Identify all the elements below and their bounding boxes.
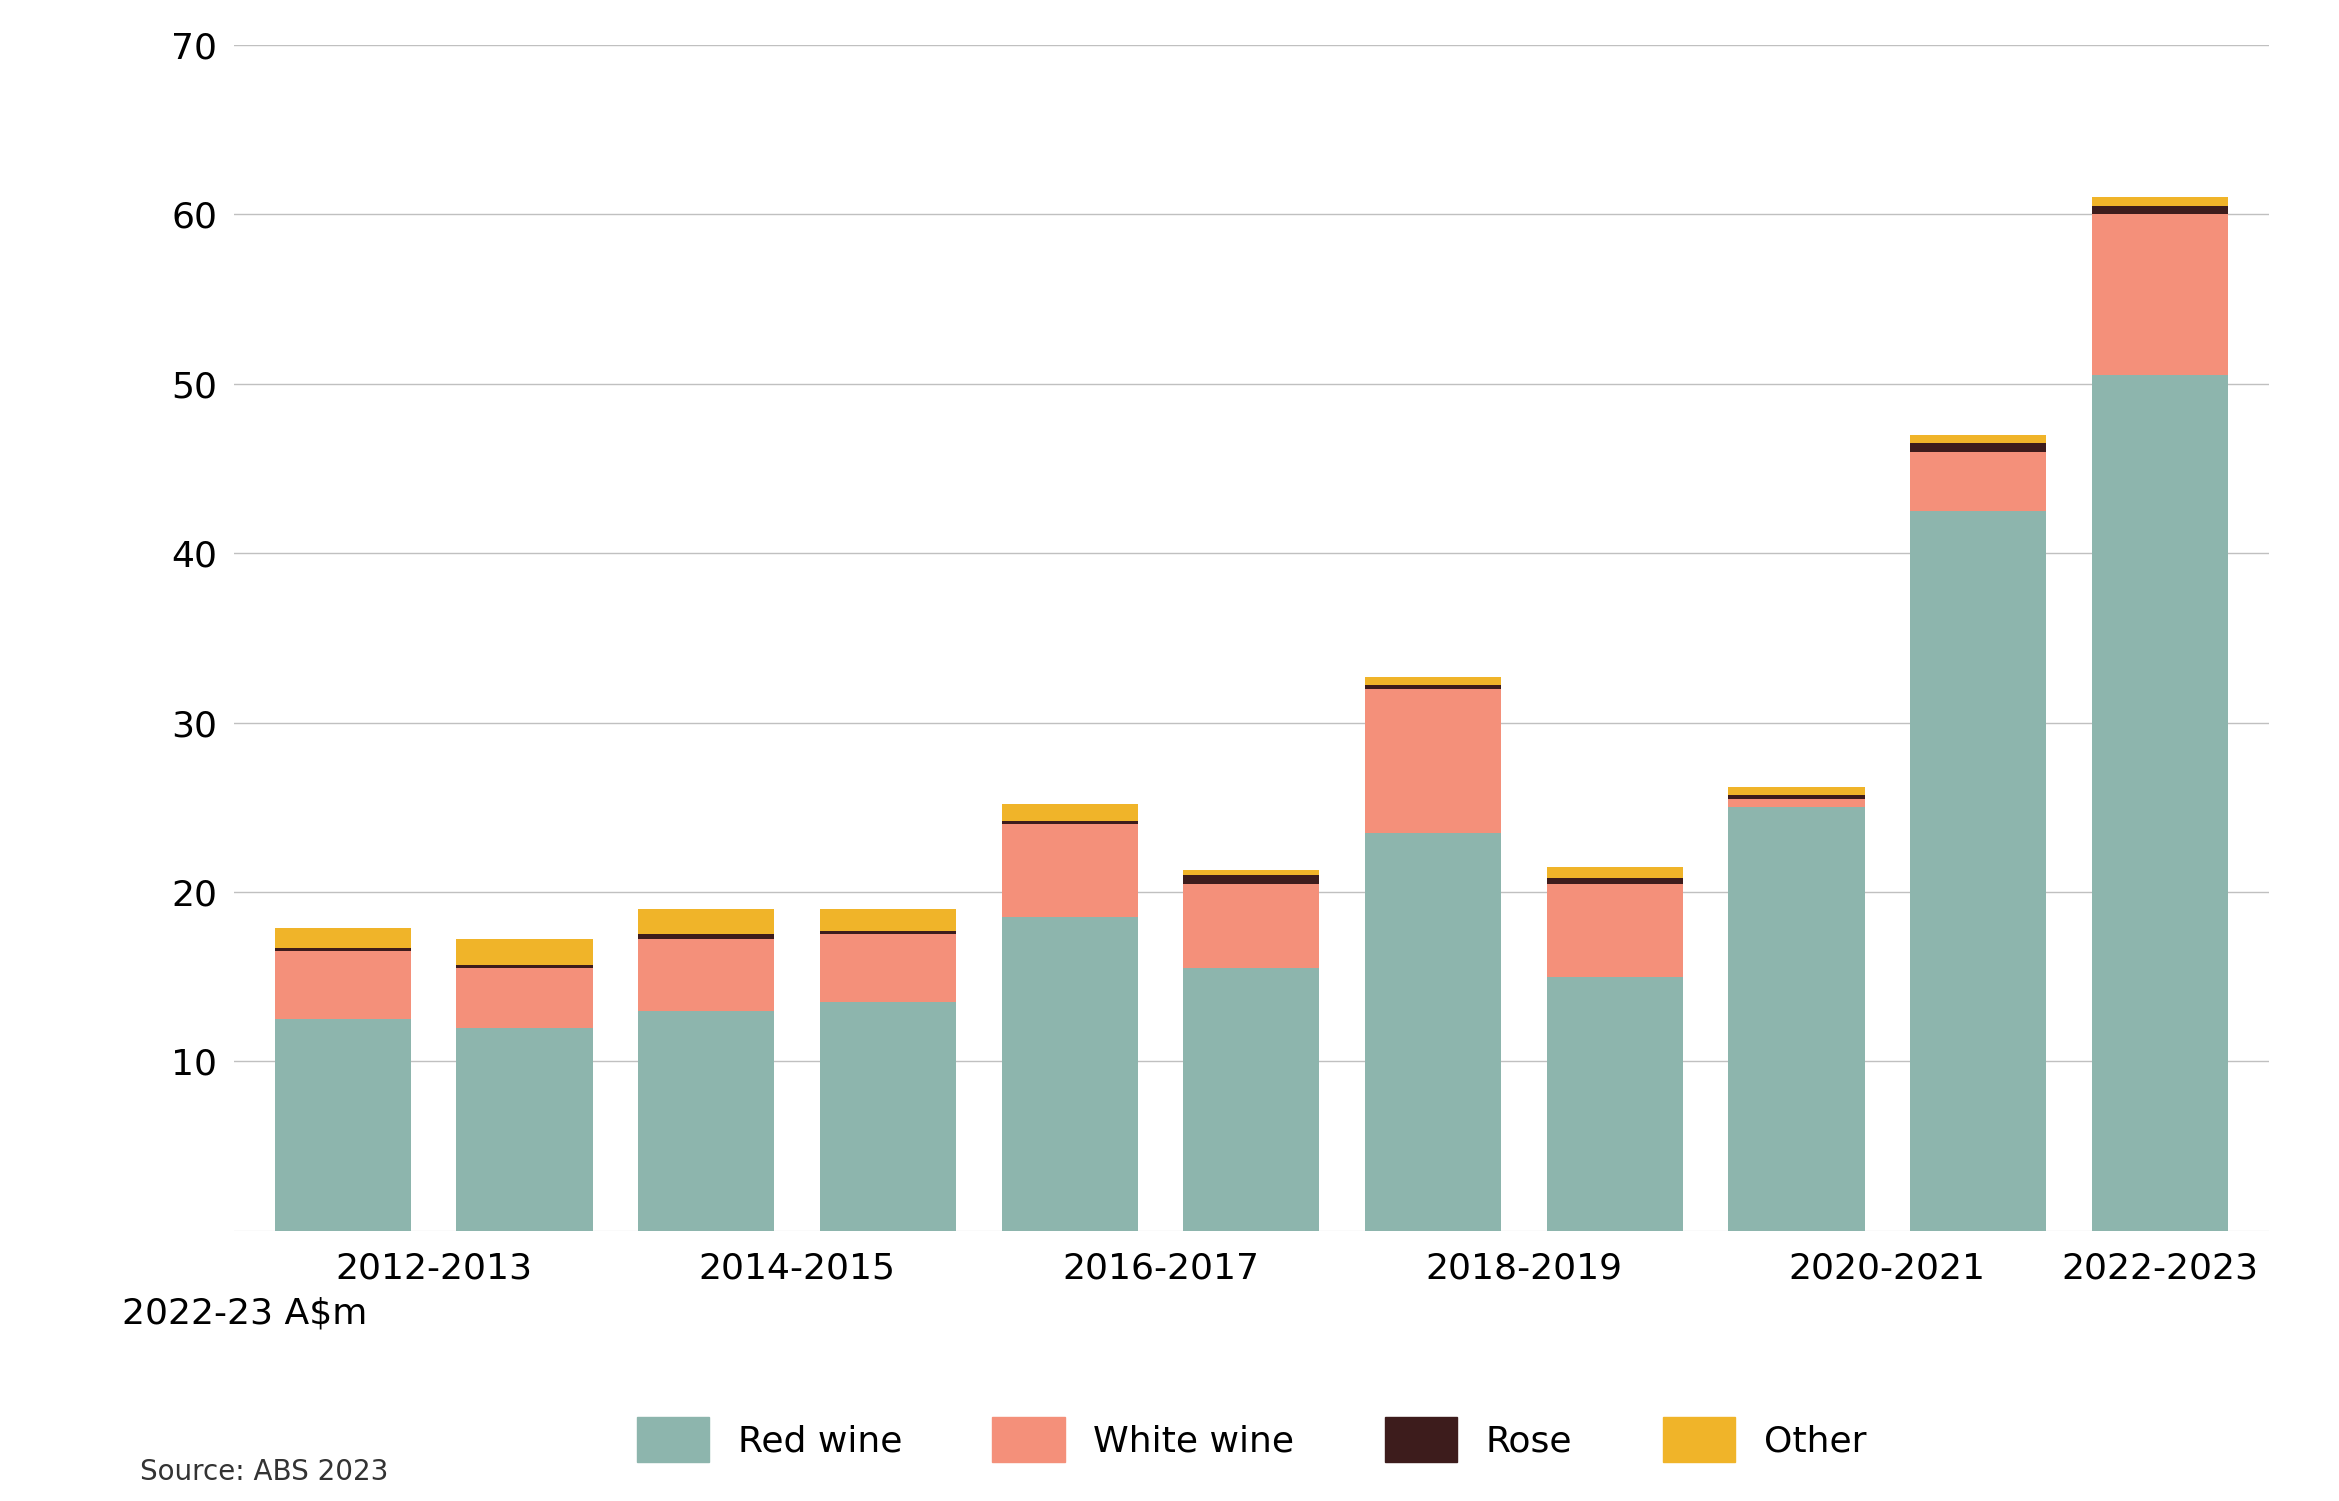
Legend: Red wine, White wine, Rose, Other: Red wine, White wine, Rose, Other	[622, 1403, 1881, 1475]
Bar	[1911, 435, 2047, 443]
Bar	[1546, 884, 1682, 977]
Bar	[456, 1028, 592, 1231]
Bar	[1729, 787, 1864, 796]
Bar	[274, 949, 412, 952]
Bar	[1001, 805, 1137, 821]
Text: 2022-23 A$m: 2022-23 A$m	[122, 1295, 367, 1330]
Text: Source: ABS 2023: Source: ABS 2023	[140, 1457, 388, 1486]
Bar	[1546, 977, 1682, 1231]
Bar	[1184, 875, 1319, 884]
Bar	[1729, 808, 1864, 1231]
Bar	[456, 968, 592, 1028]
Bar	[639, 1010, 774, 1231]
Bar	[274, 952, 412, 1019]
Bar	[456, 965, 592, 968]
Bar	[274, 928, 412, 949]
Bar	[1001, 821, 1137, 824]
Bar	[1001, 824, 1137, 917]
Bar	[1366, 689, 1502, 833]
Bar	[639, 940, 774, 1010]
Bar	[456, 940, 592, 965]
Bar	[1001, 917, 1137, 1231]
Bar	[1184, 871, 1319, 875]
Bar	[639, 910, 774, 934]
Bar	[1911, 510, 2047, 1231]
Bar	[2091, 198, 2229, 206]
Bar	[1729, 799, 1864, 808]
Bar	[2091, 375, 2229, 1231]
Bar	[1546, 878, 1682, 884]
Bar	[1911, 452, 2047, 510]
Bar	[1546, 866, 1682, 878]
Bar	[639, 934, 774, 940]
Bar	[2091, 206, 2229, 215]
Bar	[1729, 796, 1864, 799]
Bar	[1366, 833, 1502, 1231]
Bar	[1366, 686, 1502, 689]
Bar	[821, 1003, 957, 1231]
Bar	[821, 910, 957, 931]
Bar	[1184, 884, 1319, 968]
Bar	[274, 1019, 412, 1231]
Bar	[1184, 968, 1319, 1231]
Bar	[2091, 215, 2229, 375]
Bar	[1911, 443, 2047, 452]
Bar	[821, 931, 957, 934]
Bar	[821, 934, 957, 1003]
Bar	[1366, 677, 1502, 686]
